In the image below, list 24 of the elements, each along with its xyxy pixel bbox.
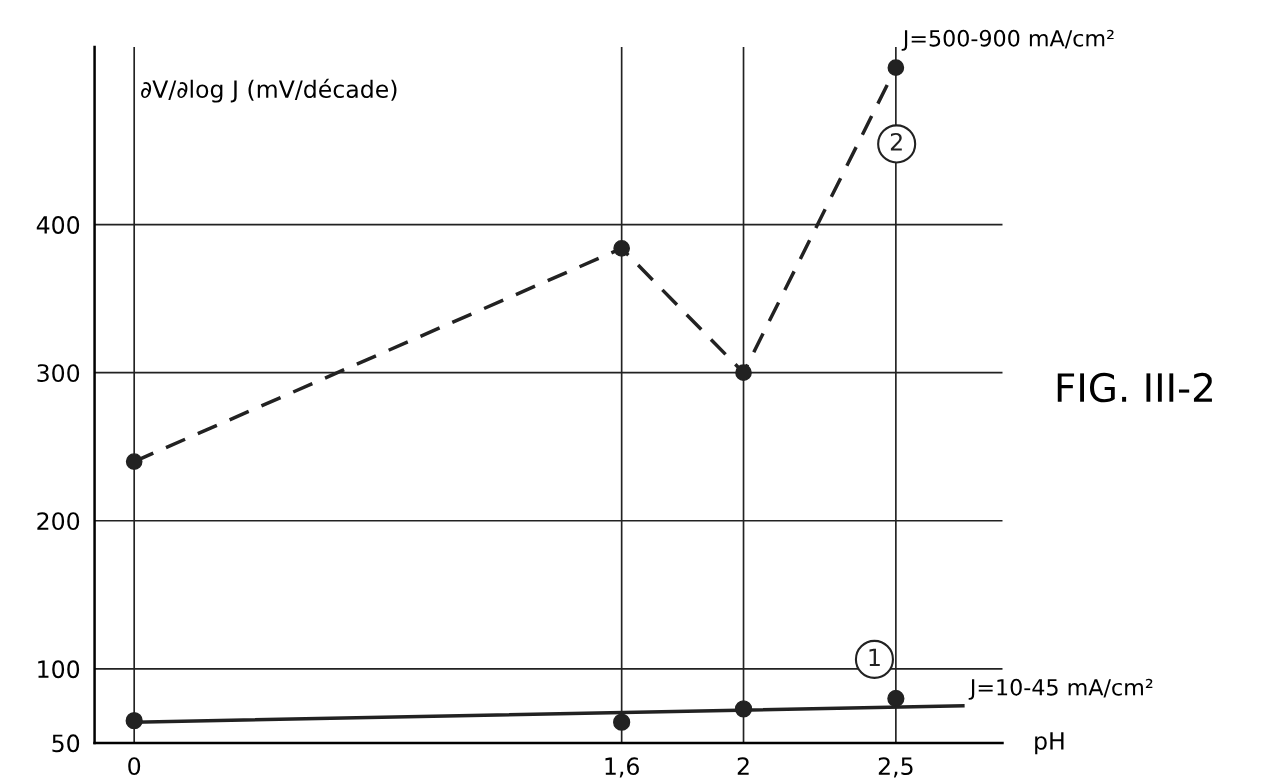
y-tick-label: 400 [36, 216, 80, 234]
series-label: 2 [890, 132, 902, 151]
point [887, 59, 905, 76]
point [613, 239, 630, 257]
point [613, 713, 631, 731]
annotation: J=10-45 mA/cm² [968, 678, 1153, 700]
point [735, 364, 752, 382]
x-tick-label: 0 [128, 757, 141, 776]
y-tick-label: 300 [37, 364, 80, 382]
x-tick-label: 2 [737, 757, 749, 775]
y-tick-label: 200 [37, 512, 80, 531]
text: FIG. III-2 [1057, 372, 1212, 403]
x-tick-label: 2,5 [878, 757, 913, 778]
point [887, 689, 905, 708]
point [125, 712, 143, 730]
y-tick-label: 100 [38, 660, 80, 679]
point [125, 453, 143, 470]
y-tick-label: 50 [52, 734, 80, 753]
x-tick-label: 1,6 [605, 757, 639, 778]
x-axis-title: pH [1035, 732, 1064, 755]
y-axis-title: ∂V/∂log J (mV/décade) [141, 78, 397, 103]
annotation: J=500-900 mA/cm² [901, 29, 1114, 51]
series-label: 1 [869, 648, 880, 666]
point [734, 700, 753, 718]
